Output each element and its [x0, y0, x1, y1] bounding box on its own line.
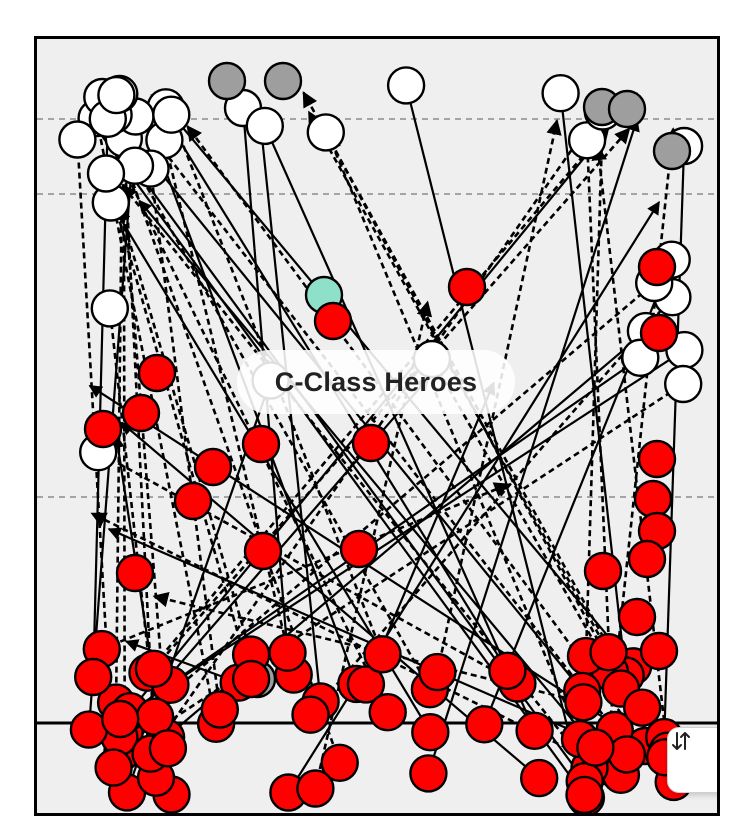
player-red: [231, 659, 271, 699]
route-line: [93, 107, 389, 713]
player-red: [351, 423, 391, 463]
player-red: [74, 657, 113, 697]
player-red: [100, 699, 140, 739]
player-red: [173, 481, 213, 521]
player-red: [368, 693, 407, 732]
player-red: [520, 758, 559, 798]
route-line: [124, 639, 240, 684]
route-line: [90, 512, 622, 776]
player-markers: [58, 61, 704, 813]
swap-direction-button[interactable]: [667, 727, 717, 793]
route-line: [430, 357, 623, 690]
player-red: [627, 539, 667, 579]
play-title: C-Class Heroes: [237, 350, 515, 414]
route-line: [102, 172, 253, 680]
player-red: [465, 705, 504, 744]
route-line: [99, 95, 341, 764]
route-line: [144, 167, 222, 710]
player-gray: [607, 89, 647, 129]
player-red: [411, 713, 450, 752]
player-red: [637, 247, 677, 287]
player-red: [313, 301, 353, 341]
player-red: [633, 479, 673, 519]
route-endpoint-open: [90, 289, 130, 328]
route-line: [427, 117, 640, 774]
route-line: [263, 124, 536, 732]
route-line: [579, 138, 612, 673]
player-red: [200, 690, 240, 729]
route-line: [101, 482, 510, 651]
player-red: [193, 447, 233, 487]
route-line: [307, 110, 610, 653]
route-line: [119, 356, 642, 720]
play-field[interactable]: C-Class Heroes: [34, 36, 720, 816]
player-red: [83, 409, 123, 449]
player-red: [134, 649, 174, 688]
player-red: [639, 313, 679, 353]
player-red: [148, 729, 188, 768]
player-red: [268, 633, 307, 672]
player-red: [115, 553, 155, 593]
player-red: [418, 652, 457, 692]
player-gray: [207, 61, 247, 101]
player-red: [623, 688, 662, 727]
player-red: [607, 735, 646, 774]
play-diagram: [37, 61, 717, 813]
route-line: [103, 306, 157, 717]
player-red: [339, 529, 379, 569]
route-endpoint-open: [86, 154, 126, 193]
route-line: [114, 142, 130, 703]
player-red: [617, 597, 657, 637]
player-red: [137, 353, 177, 393]
route-line: [121, 382, 685, 753]
route-line: [186, 124, 647, 747]
player-red: [320, 743, 359, 782]
route-endpoint-open: [541, 74, 580, 113]
player-red: [94, 748, 133, 787]
route-line: [604, 127, 680, 767]
player-red: [589, 633, 628, 672]
player-gray: [263, 61, 303, 101]
player-red: [243, 531, 283, 571]
player-red: [241, 424, 281, 464]
player-red: [447, 267, 487, 307]
player-red: [363, 635, 402, 674]
player-red: [564, 683, 603, 722]
player-red: [565, 775, 604, 813]
player-red: [488, 651, 527, 690]
route-endpoint-open: [58, 120, 97, 159]
player-red: [515, 711, 554, 750]
route-endpoint-open: [306, 113, 345, 152]
player-red: [409, 754, 448, 793]
route-line: [169, 113, 384, 655]
player-red: [291, 695, 330, 734]
player-red: [576, 728, 615, 767]
route-endpoint-open: [97, 75, 136, 115]
player-red: [637, 439, 677, 479]
route-endpoint-open: [245, 106, 285, 146]
player-gray: [652, 131, 692, 171]
player-red: [346, 665, 386, 704]
route-endpoint-open: [664, 364, 703, 404]
player-red: [639, 631, 679, 671]
player-red: [121, 393, 161, 433]
route-line: [160, 138, 295, 675]
route-endpoint-open: [152, 95, 191, 134]
player-red: [296, 769, 335, 808]
route-endpoint-open: [386, 66, 426, 105]
player-red: [583, 551, 623, 591]
route-line: [326, 134, 582, 740]
